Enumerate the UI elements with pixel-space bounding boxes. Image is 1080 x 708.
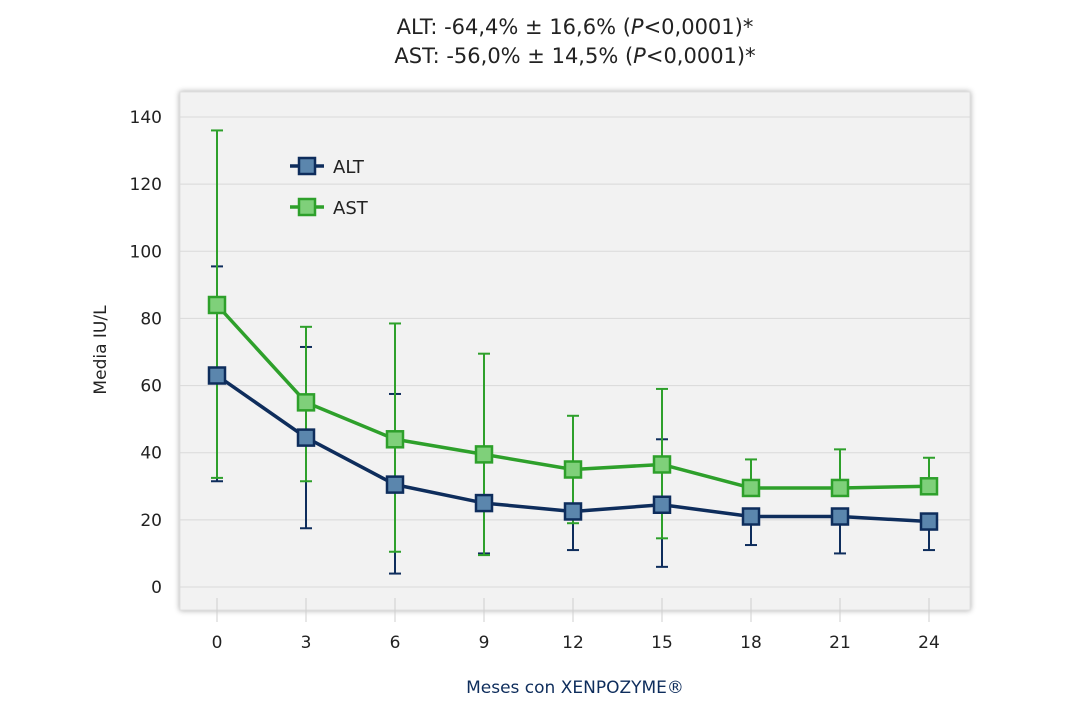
y-axis-label: Media IU/L xyxy=(91,305,111,395)
x-tick-label-18: 18 xyxy=(740,633,762,653)
y-tick-label-80: 80 xyxy=(140,309,162,329)
alt-point-15 xyxy=(652,495,672,514)
x-tick-label-21: 21 xyxy=(829,633,851,653)
legend-ast-label: AST xyxy=(333,198,369,219)
y-tick-label-100: 100 xyxy=(130,242,162,262)
legend: ALT AST xyxy=(290,156,369,219)
y-tick-label-140: 140 xyxy=(130,108,162,128)
alt-point-24 xyxy=(919,512,939,531)
alt-point-9 xyxy=(474,493,494,513)
y-tick-label-0: 0 xyxy=(151,578,162,598)
y-axis-ticks: 0 20 40 60 80 100 120 140 xyxy=(130,108,162,598)
alt-point-0 xyxy=(207,366,227,385)
x-tick-label-0: 0 xyxy=(212,633,223,653)
alt-point-18 xyxy=(741,507,761,526)
ast-point-12 xyxy=(563,460,583,479)
ast-point-9 xyxy=(474,445,494,464)
ast-point-24 xyxy=(919,477,939,496)
chart-title-line-2: AST: -56,0% ± 14,5% (P<0,0001)* xyxy=(394,44,755,68)
x-tick-label-9: 9 xyxy=(479,633,490,653)
x-tick-label-6: 6 xyxy=(390,633,401,653)
y-tick-label-120: 120 xyxy=(130,175,162,195)
alt-point-21 xyxy=(830,507,850,526)
ast-point-3 xyxy=(296,393,316,412)
ast-point-0 xyxy=(207,295,227,315)
ast-point-15 xyxy=(652,455,672,474)
x-tick-label-15: 15 xyxy=(651,633,673,653)
y-tick-label-60: 60 xyxy=(140,377,162,397)
ast-point-18 xyxy=(741,478,761,498)
legend-alt-marker xyxy=(297,156,317,176)
y-tick-label-40: 40 xyxy=(140,444,162,464)
legend-ast-marker xyxy=(297,197,317,217)
alt-point-3 xyxy=(296,428,316,447)
alt-point-12 xyxy=(563,502,583,521)
x-tick-label-3: 3 xyxy=(301,633,312,653)
y-tick-label-20: 20 xyxy=(140,511,162,531)
chart-title-line-1: ALT: -64,4% ± 16,6% (P<0,0001)* xyxy=(397,15,754,39)
x-axis-label: Meses con XENPOZYME® xyxy=(466,678,684,698)
x-tick-label-12: 12 xyxy=(562,633,584,653)
error-bars xyxy=(211,129,935,575)
x-axis-ticks: 0 3 6 9 12 15 18 21 24 xyxy=(212,598,940,653)
series-markers xyxy=(207,295,939,531)
alt-point-6 xyxy=(385,475,405,494)
ast-point-6 xyxy=(385,430,405,449)
legend-alt-label: ALT xyxy=(333,157,365,178)
x-tick-label-24: 24 xyxy=(918,633,940,653)
ast-point-21 xyxy=(830,478,850,498)
